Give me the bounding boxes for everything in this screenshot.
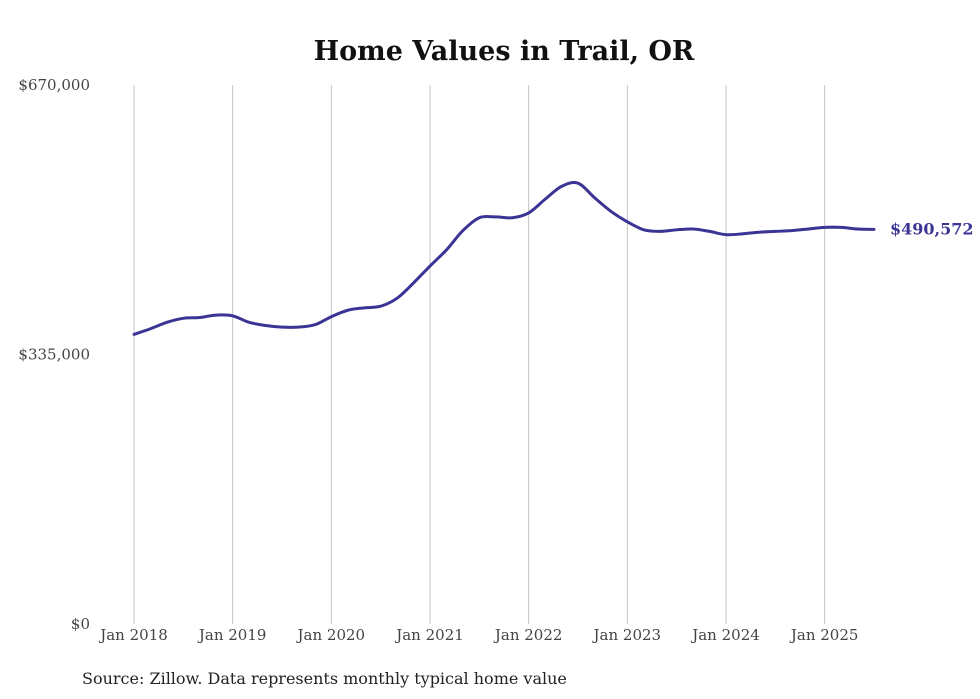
x-tick-label: Jan 2023 [592, 626, 662, 644]
gridlines [133, 85, 826, 624]
x-tick-label: Jan 2019 [197, 626, 267, 644]
source-note: Source: Zillow. Data represents monthly … [82, 669, 567, 688]
chart-title: Home Values in Trail, OR [314, 36, 695, 67]
x-tick-label: Jan 2025 [789, 626, 859, 644]
y-tick-label: $0 [71, 615, 90, 633]
y-tick-label: $335,000 [18, 346, 90, 364]
home-value-series-line [132, 180, 876, 336]
y-tick-label: $670,000 [18, 76, 90, 94]
x-tick-label: Jan 2021 [394, 626, 464, 644]
x-tick-label: Jan 2018 [98, 626, 168, 644]
x-tick-label: Jan 2020 [296, 626, 366, 644]
x-tick-label: Jan 2024 [690, 626, 760, 644]
x-axis-tick-labels: Jan 2018 Jan 2019 Jan 2020 Jan 2021 Jan 2022… [98, 626, 858, 644]
x-tick-label: Jan 2022 [493, 626, 563, 644]
latest-value-label: $490,572 [890, 219, 974, 238]
y-axis-tick-labels: $0 $335,000 $670,000 [18, 76, 90, 633]
